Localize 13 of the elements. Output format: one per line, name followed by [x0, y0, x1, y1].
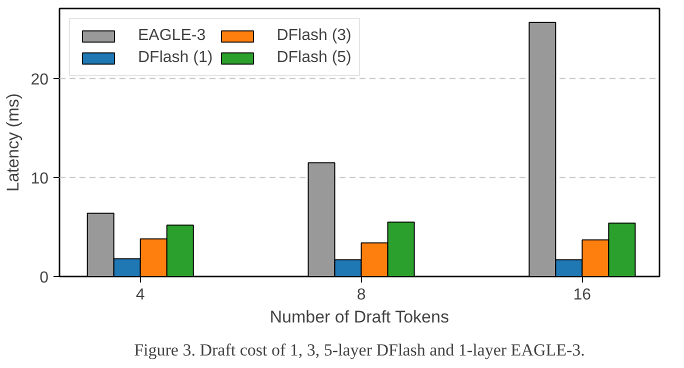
y-tick-label: 20 [30, 72, 49, 89]
legend-label: EAGLE-3 [138, 27, 206, 45]
y-tick-label: 10 [30, 170, 49, 188]
legend-label: DFlash (3) [276, 27, 352, 45]
y-tick-label: 0 [40, 270, 49, 286]
x-tick-label: 8 [356, 286, 366, 304]
caption: Figure 3. Draft cost of 1, 3, 5-layer DFlash and 1-layer EAGLE-3. [134, 340, 585, 360]
legend-label: DFlash (1) [138, 49, 213, 67]
y-axis-title: Latency (ms) [4, 93, 23, 192]
legend-label: DFlash (5) [276, 49, 352, 67]
x-axis-title: Number of Draft Tokens [270, 308, 449, 326]
x-tick-label: 4 [136, 286, 145, 304]
x-tick-label: 16 [573, 286, 592, 304]
